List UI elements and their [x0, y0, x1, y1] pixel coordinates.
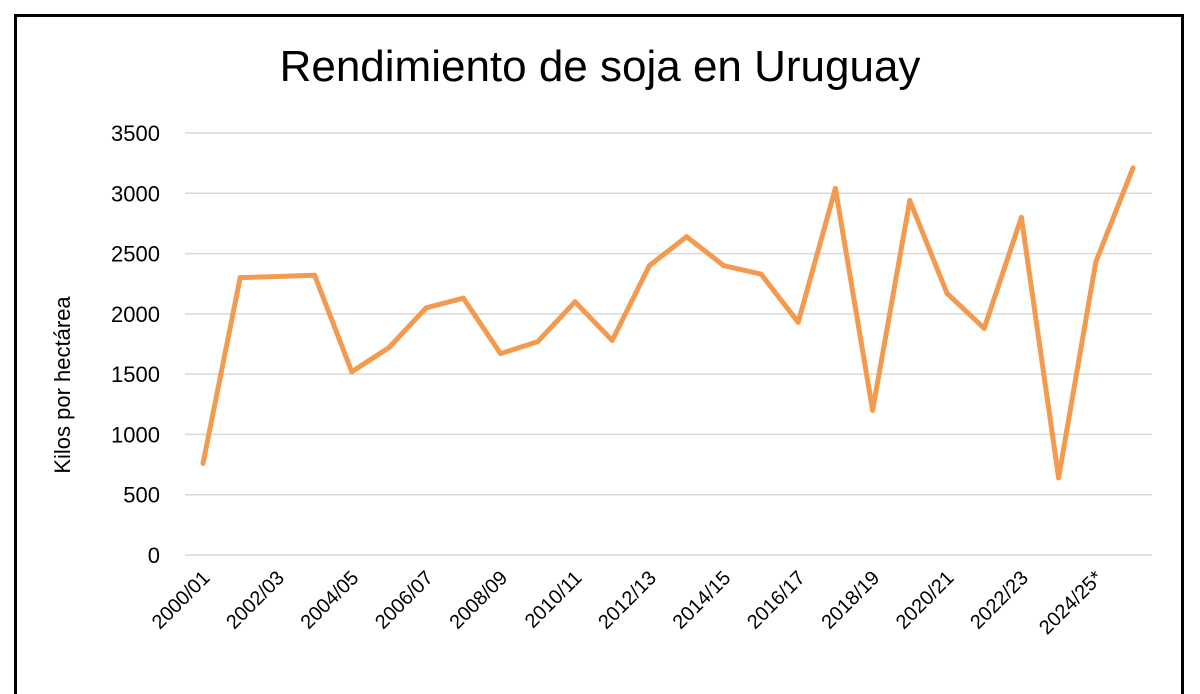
- x-tick-label: 2018/19: [817, 567, 884, 634]
- x-tick-label: 2024/25*: [1035, 567, 1107, 639]
- data-point: [981, 325, 987, 331]
- y-tick-label: 3000: [111, 181, 160, 206]
- data-point: [386, 345, 392, 351]
- y-tick-label: 1500: [111, 362, 160, 387]
- y-tick-label: 2000: [111, 302, 160, 327]
- data-point: [349, 369, 355, 375]
- data-point: [1093, 259, 1099, 265]
- line-chart: 0 500 1000 1500 2000 2500 3000 3500 2000/01 2002…: [50, 121, 1152, 639]
- chart-title: Rendimiento de soja en Uruguay: [279, 42, 921, 91]
- data-point: [535, 339, 541, 345]
- data-point: [1056, 475, 1062, 481]
- data-point: [200, 460, 206, 466]
- y-axis-label: Kilos por hectárea: [50, 296, 75, 474]
- data-point: [944, 290, 950, 296]
- series-line: [200, 165, 1136, 481]
- y-tick-label: 3500: [111, 121, 160, 146]
- x-tick-label: 2002/03: [222, 567, 289, 634]
- x-tick-labels: 2000/01 2002/03 2004/05 2006/07 2008/09 2010/…: [148, 567, 1108, 639]
- gridlines: [185, 132, 1152, 556]
- x-tick-label: 2000/01: [148, 567, 215, 634]
- x-tick-label: 2016/17: [743, 567, 810, 634]
- x-tick-label: 2010/11: [521, 567, 587, 633]
- data-point: [312, 272, 318, 278]
- data-point: [237, 275, 243, 281]
- data-point: [795, 319, 801, 325]
- y-tick-labels: 0 500 1000 1500 2000 2500 3000 3500: [111, 121, 160, 568]
- data-point: [684, 234, 690, 240]
- data-point: [423, 305, 429, 311]
- data-point: [832, 185, 838, 191]
- x-tick-label: 2006/07: [371, 567, 438, 634]
- x-tick-label: 2014/15: [669, 567, 736, 634]
- data-point: [1018, 214, 1024, 220]
- data-point: [721, 263, 727, 269]
- data-point: [1130, 165, 1136, 171]
- data-point: [460, 295, 466, 301]
- y-tick-label: 2500: [111, 242, 160, 267]
- x-tick-label: 2012/13: [594, 567, 661, 634]
- data-point: [907, 198, 913, 204]
- y-tick-label: 0: [148, 543, 160, 568]
- x-tick-label: 2022/23: [966, 567, 1033, 634]
- y-tick-label: 1000: [111, 422, 160, 447]
- data-point: [572, 299, 578, 305]
- data-points: [200, 165, 1136, 481]
- x-tick-label: 2004/05: [297, 567, 364, 634]
- x-tick-label: 2008/09: [445, 567, 512, 634]
- x-tick-label: 2020/21: [892, 567, 959, 634]
- data-point: [274, 273, 280, 279]
- y-tick-label: 500: [123, 483, 160, 508]
- chart-frame: [14, 14, 1184, 694]
- data-point: [870, 407, 876, 413]
- data-point: [758, 271, 764, 277]
- data-point: [609, 337, 615, 343]
- data-point: [646, 263, 652, 269]
- data-point: [498, 351, 504, 357]
